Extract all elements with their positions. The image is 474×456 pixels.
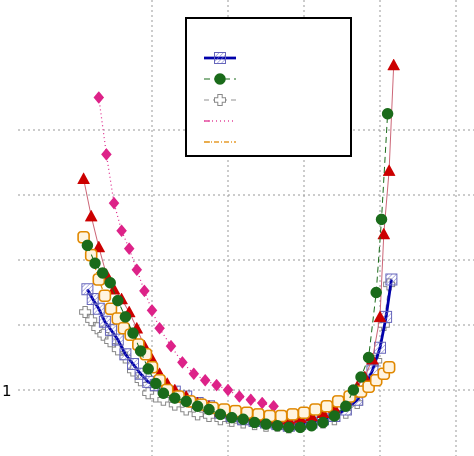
series-4-point-31 xyxy=(373,310,387,323)
y-tick-label-0: 1 xyxy=(2,382,12,400)
series-5-point-22 xyxy=(274,409,288,423)
series-1-point-12 xyxy=(180,395,192,408)
series-4-point-4 xyxy=(107,282,121,295)
series-1-point-3 xyxy=(104,277,116,289)
series-1-point-13 xyxy=(191,400,204,412)
series-1-point-5 xyxy=(119,311,132,323)
series-4-point-0 xyxy=(77,172,91,184)
series-5-point-26 xyxy=(320,399,334,413)
series-1-point-20 xyxy=(271,420,284,432)
series-group xyxy=(77,58,401,434)
series-1-point-2 xyxy=(96,267,109,279)
series-3-point-0 xyxy=(93,91,105,104)
series-4-point-34 xyxy=(387,58,401,71)
series-3-point-9 xyxy=(165,339,177,353)
series-0-point-4 xyxy=(104,323,117,336)
series-1-line xyxy=(86,113,389,428)
legend xyxy=(185,17,352,157)
legend-entry-1 xyxy=(204,73,236,85)
series-3-point-16 xyxy=(245,393,257,407)
series-1-point-26 xyxy=(340,400,352,412)
series-5-point-4 xyxy=(104,302,118,316)
series-5-point-3 xyxy=(98,289,112,303)
series-1-point-31 xyxy=(375,213,388,226)
legend-box xyxy=(185,17,352,157)
series-1-point-22 xyxy=(294,421,306,434)
series-2-point-14 xyxy=(191,408,204,421)
series-1-point-19 xyxy=(260,418,272,430)
legend-entry-0-marker xyxy=(214,52,226,64)
series-3-point-13 xyxy=(211,378,222,392)
series-4-point-32 xyxy=(377,227,391,240)
series-1-point-16 xyxy=(226,411,238,424)
series-1-point-9 xyxy=(150,377,162,390)
series-4-point-1 xyxy=(84,209,98,222)
series-1-point-18 xyxy=(248,416,261,429)
series-1-point-17 xyxy=(237,413,249,425)
series-4-point-33 xyxy=(382,164,396,176)
series-1 xyxy=(81,108,394,434)
series-3-point-8 xyxy=(154,321,165,335)
series-1-point-6 xyxy=(127,327,139,339)
series-1-point-1 xyxy=(89,257,101,269)
series-0-point-6 xyxy=(119,348,132,361)
series-3 xyxy=(93,91,279,413)
series-3-point-12 xyxy=(199,373,211,387)
series-3-point-3 xyxy=(116,224,127,238)
legend-entry-2 xyxy=(204,94,236,106)
series-3-point-6 xyxy=(139,284,150,298)
series-1-point-28 xyxy=(355,371,367,383)
series-1-point-7 xyxy=(134,345,147,357)
series-1-point-30 xyxy=(370,286,382,299)
series-3-point-4 xyxy=(123,242,135,256)
y-axis-ticks: 1 xyxy=(2,382,12,400)
series-1-point-15 xyxy=(214,408,227,421)
legend-entry-0 xyxy=(204,52,236,64)
series-3-point-1 xyxy=(101,147,112,161)
series-3-point-10 xyxy=(177,355,188,369)
series-5-point-24 xyxy=(297,406,311,420)
series-3-point-14 xyxy=(222,383,234,397)
legend-entry-2-marker xyxy=(214,94,226,106)
series-1-point-11 xyxy=(169,392,181,404)
series-5-point-23 xyxy=(286,408,299,421)
series-3-point-2 xyxy=(108,196,120,210)
series-5-point-25 xyxy=(309,403,322,416)
series-3-point-11 xyxy=(188,367,200,381)
series-5-point-33 xyxy=(382,360,396,374)
series-1-point-25 xyxy=(328,410,341,422)
series-0-point-33 xyxy=(385,273,398,286)
series-1-point-24 xyxy=(317,416,329,429)
series-0-point-31 xyxy=(374,341,386,354)
series-1-point-21 xyxy=(283,421,295,434)
series-0-point-7 xyxy=(127,358,139,370)
series-0-point-5 xyxy=(111,333,124,346)
series-1-point-4 xyxy=(112,294,124,307)
series-1-point-23 xyxy=(305,420,318,432)
legend-entry-1-marker xyxy=(214,73,226,85)
series-0-point-3 xyxy=(98,315,111,328)
series-1-point-29 xyxy=(362,351,375,364)
series-0-point-1 xyxy=(86,293,99,305)
series-0-point-2 xyxy=(92,302,105,315)
series-1-point-10 xyxy=(157,387,170,399)
series-1-point-0 xyxy=(81,239,94,252)
series-1-point-14 xyxy=(203,403,215,416)
series-1-point-27 xyxy=(347,384,360,396)
series-1-point-8 xyxy=(142,363,154,375)
series-3-point-15 xyxy=(234,390,245,403)
series-3-point-7 xyxy=(146,303,158,317)
series-3-point-5 xyxy=(131,263,143,277)
series-1-point-32 xyxy=(381,108,394,120)
